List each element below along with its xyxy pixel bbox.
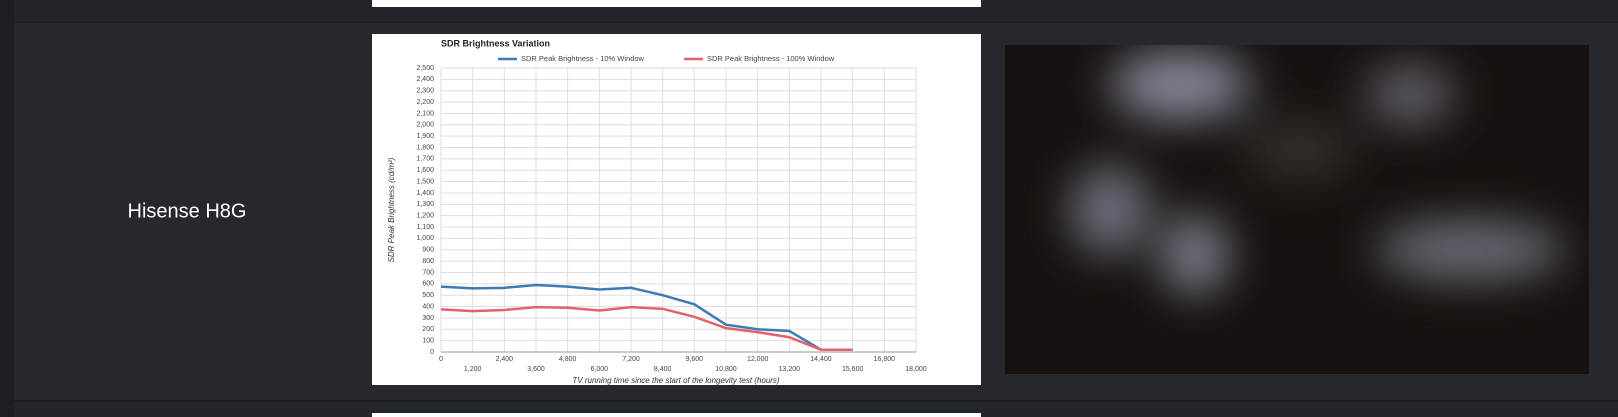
x-tick-label: 2,400 xyxy=(496,356,514,363)
next-chart-image xyxy=(372,413,981,417)
y-tick-label: 2,400 xyxy=(416,76,434,83)
y-tick-label: 200 xyxy=(422,326,434,333)
x-tick-label: 12,000 xyxy=(747,356,769,363)
x-tick-label: 3,600 xyxy=(527,366,545,373)
x-tick-label: 15,600 xyxy=(842,366,864,373)
x-axis-label: TV running time since the start of the l… xyxy=(572,376,780,385)
y-tick-label: 2,100 xyxy=(416,110,434,117)
y-tick-label: 2,500 xyxy=(416,65,434,72)
y-tick-label: 1,900 xyxy=(416,133,434,140)
y-tick-label: 1,300 xyxy=(416,201,434,208)
y-tick-label: 1,100 xyxy=(416,224,434,231)
x-tick-label: 18,000 xyxy=(905,366,927,373)
previous-chart-image xyxy=(372,0,981,7)
y-tick-label: 1,800 xyxy=(416,144,434,151)
x-tick-label: 6,000 xyxy=(591,366,609,373)
x-tick-label: 16,800 xyxy=(874,356,896,363)
y-tick-label: 2,200 xyxy=(416,99,434,106)
y-tick-label: 1,500 xyxy=(416,178,434,185)
y-tick-label: 2,300 xyxy=(416,88,434,95)
y-tick-label: 100 xyxy=(422,337,434,344)
x-tick-label: 10,800 xyxy=(715,366,737,373)
legend-label: SDR Peak Brightness - 10% Window xyxy=(521,54,645,63)
y-tick-label: 1,700 xyxy=(416,156,434,163)
chart: SDR Brightness Variation TV running time… xyxy=(372,34,981,385)
x-tick-label: 0 xyxy=(439,356,443,363)
y-tick-label: 800 xyxy=(422,258,434,265)
photo xyxy=(1005,45,1589,374)
y-tick-label: 400 xyxy=(422,303,434,310)
data-line xyxy=(440,305,853,351)
chart-title: SDR Brightness Variation xyxy=(441,38,550,48)
y-tick-label: 700 xyxy=(422,269,434,276)
x-tick-label: 7,200 xyxy=(622,356,640,363)
x-tick-label: 1,200 xyxy=(464,366,482,373)
y-tick-label: 1,600 xyxy=(416,167,434,174)
y-tick-label: 2,000 xyxy=(416,122,434,129)
x-tick-label: 14,400 xyxy=(810,356,832,363)
y-tick-label: 1,200 xyxy=(416,213,434,220)
data-line xyxy=(440,283,822,351)
y-axis-label: SDR Peak Brightness (cd/m²) xyxy=(387,157,396,262)
y-tick-label: 900 xyxy=(422,247,434,254)
y-tick-label: 1,400 xyxy=(416,190,434,197)
x-tick-label: 9,600 xyxy=(686,356,704,363)
y-tick-label: 600 xyxy=(422,281,434,288)
y-tick-label: 0 xyxy=(430,349,434,356)
row-label: Hisense H8G xyxy=(128,200,247,222)
x-tick-label: 8,400 xyxy=(654,366,672,373)
x-tick-label: 13,200 xyxy=(779,366,801,373)
y-tick-label: 300 xyxy=(422,315,434,322)
x-tick-label: 4,800 xyxy=(559,356,577,363)
chart-background xyxy=(372,34,981,385)
y-tick-label: 1,000 xyxy=(416,235,434,242)
y-tick-label: 500 xyxy=(422,292,434,299)
legend-label: SDR Peak Brightness - 100% Window xyxy=(707,54,835,63)
